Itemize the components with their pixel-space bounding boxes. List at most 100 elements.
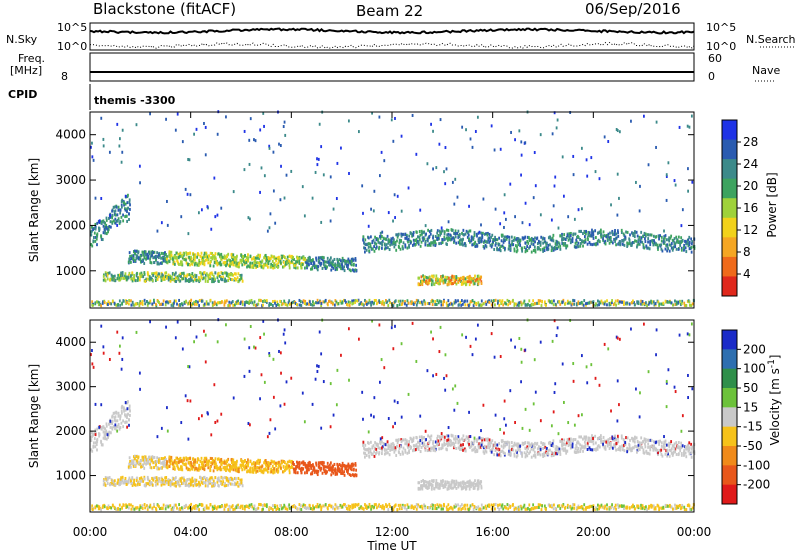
power-cell: [572, 298, 574, 302]
power-cell: [517, 303, 520, 307]
power-cell: [503, 211, 506, 215]
power-cell: [240, 273, 243, 277]
velocity-cell: [170, 507, 173, 511]
power-cell: [173, 255, 176, 259]
velocity-cell: [407, 505, 410, 509]
velocity-cell: [173, 467, 176, 471]
power-cell: [398, 303, 401, 307]
power-cell: [420, 300, 423, 304]
power-cell: [454, 299, 457, 303]
velocity-cell: [288, 459, 291, 463]
power-cell: [474, 244, 477, 248]
power-cell: [650, 239, 653, 243]
velocity-cell: [286, 460, 289, 464]
velocity-cell: [458, 507, 460, 511]
velocity-cell: [244, 505, 246, 509]
power-cell: [608, 241, 611, 245]
velocity-cell: [242, 460, 244, 464]
power-cell: [169, 255, 172, 259]
velocity-cell: [184, 481, 187, 485]
velocity-cell: [477, 505, 480, 509]
power-cell: [673, 237, 676, 241]
power-cell: [424, 302, 427, 306]
power-cell: [90, 243, 93, 247]
velocity-cell: [641, 504, 644, 508]
velocity-cell: [169, 481, 172, 485]
power-cell: [671, 248, 674, 252]
power-cell: [681, 208, 684, 212]
power-cell: [410, 231, 412, 235]
power-cell: [330, 268, 333, 272]
power-cell: [172, 260, 175, 264]
power-cell: [623, 300, 625, 304]
power-cell: [519, 243, 522, 247]
velocity-cell: [308, 504, 311, 508]
velocity-cell: [147, 459, 150, 463]
velocity-cell: [271, 464, 274, 468]
power-cell: [162, 277, 165, 281]
velocity-cell: [347, 504, 350, 508]
power-cell: [527, 302, 529, 306]
power-cell: [192, 252, 195, 256]
power-cell: [660, 235, 663, 239]
power-cell: [404, 302, 406, 306]
power-cell: [461, 281, 463, 285]
power-cell: [389, 300, 391, 304]
velocity-cell: [128, 456, 131, 460]
power-cell: [577, 241, 580, 245]
power-cell: [268, 257, 271, 261]
velocity-cell: [299, 507, 301, 511]
power-cell: [537, 239, 540, 243]
velocity-cell: [100, 427, 103, 431]
power-cell: [234, 258, 237, 262]
power-cell: [663, 236, 666, 240]
power-ylabel: Slant Range [km]: [27, 158, 41, 262]
power-cell: [188, 302, 191, 306]
power-cell: [383, 159, 386, 163]
power-cell: [284, 303, 287, 307]
power-cell: [426, 281, 429, 285]
power-cell: [505, 237, 508, 241]
power-cell: [182, 252, 185, 256]
velocity-cell: [327, 465, 330, 469]
velocity-cell: [283, 503, 286, 507]
velocity-cell: [464, 503, 466, 507]
velocity-cell: [207, 478, 210, 482]
power-cell: [191, 272, 194, 276]
power-cell: [567, 238, 570, 242]
power-cell: [406, 238, 409, 242]
power-cell: [479, 277, 482, 281]
power-cell: [116, 223, 119, 227]
power-cell: [493, 247, 496, 251]
velocity-cell: [278, 460, 280, 464]
power-cell: [617, 301, 620, 305]
power-cell: [283, 299, 286, 303]
velocity-cell: [660, 506, 663, 510]
velocity-cell: [538, 506, 540, 510]
power-cell: [91, 303, 94, 307]
power-cell: [192, 260, 195, 264]
velocity-cell: [155, 476, 158, 480]
power-cell: [296, 266, 299, 270]
velocity-cell: [214, 457, 217, 461]
power-cell: [117, 217, 120, 221]
velocity-cell: [207, 506, 209, 510]
power-cell: [240, 260, 243, 264]
power-cell: [105, 216, 108, 220]
velocity-cell: [367, 505, 370, 509]
power-cell: [558, 242, 561, 246]
power-cell: [418, 229, 421, 233]
power-cell: [539, 299, 542, 303]
power-cell: [248, 162, 251, 166]
velocity-cell: [124, 479, 126, 483]
power-cell: [200, 274, 203, 278]
power-cell: [293, 258, 295, 262]
velocity-cell: [228, 481, 231, 485]
power-cell: [114, 221, 117, 225]
velocity-cell: [318, 464, 321, 468]
power-cell: [191, 275, 194, 279]
power-cell: [431, 241, 434, 245]
ytick-label: 1000: [55, 264, 86, 278]
velocity-cell: [466, 507, 469, 511]
velocity-cell: [428, 506, 431, 510]
